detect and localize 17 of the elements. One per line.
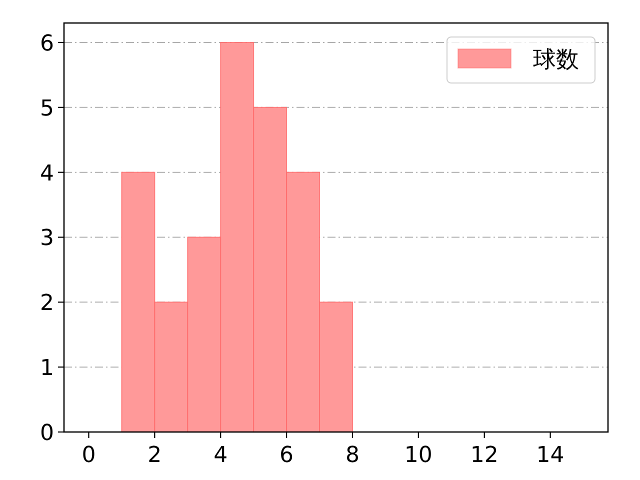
y-tick-label: 2 xyxy=(40,291,54,316)
x-tick-label: 10 xyxy=(404,443,432,468)
x-tick-label: 4 xyxy=(214,443,228,468)
x-tick-label: 6 xyxy=(280,443,294,468)
x-tick-label: 12 xyxy=(470,443,498,468)
y-tick-label: 1 xyxy=(40,356,54,382)
legend-label: 球数 xyxy=(533,47,579,73)
legend: 球数 xyxy=(446,36,596,84)
y-tick-label: 6 xyxy=(40,31,54,56)
x-tick-label: 0 xyxy=(82,443,96,468)
x-tick-label: 2 xyxy=(148,443,162,468)
x-tick-label: 8 xyxy=(345,443,360,468)
y-tick-label: 3 xyxy=(40,226,54,252)
y-tick-label: 5 xyxy=(40,96,54,122)
y-tick-label: 4 xyxy=(40,161,54,186)
y-tick-label: 0 xyxy=(40,421,54,446)
x-tick-label: 14 xyxy=(536,443,564,468)
